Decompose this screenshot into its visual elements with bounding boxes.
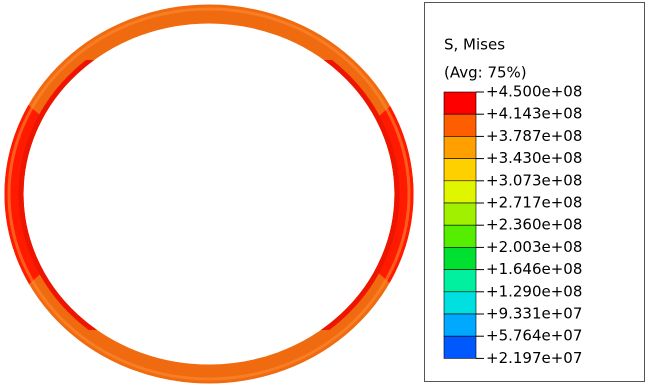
scale-label: +4.143e+08 bbox=[486, 105, 582, 123]
scale-label: +1.290e+08 bbox=[486, 282, 582, 300]
color-swatch bbox=[444, 136, 476, 158]
scale-label: +2.717e+08 bbox=[486, 194, 582, 212]
scale-label: +2.197e+07 bbox=[486, 349, 582, 367]
color-swatch bbox=[444, 247, 476, 269]
scale-label: +9.331e+07 bbox=[486, 305, 582, 323]
color-swatch bbox=[444, 114, 476, 136]
scale-label: +3.073e+08 bbox=[486, 171, 582, 189]
scale-label: +1.646e+08 bbox=[486, 260, 582, 278]
viewport: S, Mises (Avg: 75%) +4.500e+08 +4.143e+08… bbox=[0, 0, 647, 384]
scale-label: +3.787e+08 bbox=[486, 127, 582, 145]
color-swatch bbox=[444, 336, 476, 358]
scale-label: +3.430e+08 bbox=[486, 149, 582, 167]
color-swatch bbox=[444, 292, 476, 314]
scale-label: +4.500e+08 bbox=[486, 83, 582, 101]
ring-model bbox=[9, 9, 409, 379]
scale-label: +2.360e+08 bbox=[486, 216, 582, 234]
color-swatch bbox=[444, 225, 476, 247]
color-swatch bbox=[444, 159, 476, 181]
scale-label: +2.003e+08 bbox=[486, 238, 582, 256]
color-swatch bbox=[444, 181, 476, 203]
legend-title: S, Mises bbox=[444, 36, 505, 54]
color-swatch bbox=[444, 270, 476, 292]
scale-label: +5.764e+07 bbox=[486, 327, 582, 345]
color-swatch bbox=[444, 92, 476, 114]
color-swatch bbox=[444, 314, 476, 336]
color-swatch bbox=[444, 203, 476, 225]
legend-subtitle: (Avg: 75%) bbox=[444, 64, 527, 82]
